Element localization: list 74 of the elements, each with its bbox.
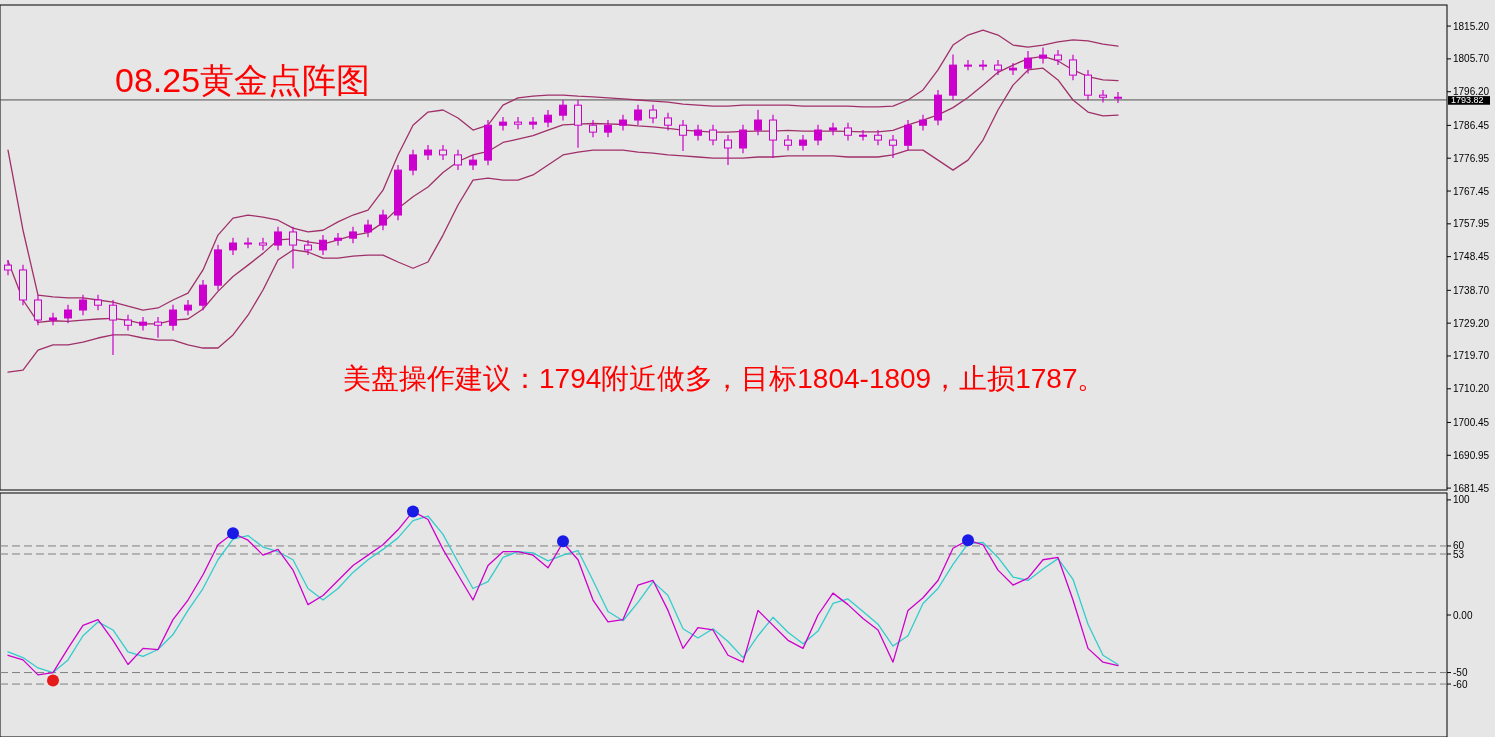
- y-tick-label: 1710.20: [1453, 383, 1490, 395]
- candlestick: [679, 119, 687, 152]
- candlestick: [559, 99, 567, 121]
- candlestick: [889, 134, 897, 159]
- candlestick: [454, 149, 462, 171]
- candlestick: [409, 149, 417, 176]
- point: [962, 534, 974, 547]
- candlestick: [1039, 46, 1047, 64]
- candlestick: [829, 122, 837, 136]
- candlestick: [139, 316, 147, 332]
- candlestick: [34, 294, 42, 326]
- y-tick-label: 100: [1453, 494, 1471, 506]
- point: [227, 527, 239, 540]
- y-tick-label: 1767.45: [1453, 185, 1490, 197]
- candlestick: [154, 316, 162, 339]
- point: [47, 674, 59, 687]
- candlestick: [709, 124, 717, 146]
- candlestick: [724, 134, 732, 166]
- y-tick-label: 1805.70: [1453, 53, 1490, 65]
- ref-line-label: 1793.82: [1451, 95, 1484, 106]
- candlestick: [754, 109, 762, 136]
- candlestick: [514, 116, 522, 130]
- y-tick-label: 1796.20: [1453, 86, 1490, 98]
- candlestick: [859, 129, 867, 142]
- candlestick: [109, 299, 117, 356]
- candlestick: [79, 294, 87, 316]
- candlestick: [874, 129, 882, 146]
- candlestick: [289, 226, 297, 270]
- candlestick: [574, 99, 582, 149]
- y-tick-label: 1681.45: [1453, 482, 1490, 494]
- candlestick: [1114, 91, 1122, 104]
- y-tick-label: 1690.95: [1453, 449, 1490, 461]
- point: [407, 505, 419, 518]
- y-tick-label: 1757.95: [1453, 218, 1490, 230]
- candlestick: [334, 232, 342, 247]
- candlestick: [1024, 50, 1032, 74]
- y-tick-label: 1748.45: [1453, 251, 1490, 263]
- text: 08.25黄金点阵图: [115, 61, 371, 99]
- y-tick-label: -50: [1453, 667, 1468, 679]
- annotation: 美盘操作建议：1794附近做多，目标1804-1809，止损1787。: [343, 363, 1106, 394]
- candlestick: [739, 124, 747, 154]
- candlestick: [499, 116, 507, 131]
- y-tick-label: 0.00: [1453, 609, 1473, 621]
- y-tick-label: 1776.95: [1453, 152, 1490, 164]
- y-tick-label: 1719.70: [1453, 350, 1490, 362]
- candlestick: [184, 299, 192, 316]
- y-tick-label: 1786.45: [1453, 119, 1490, 131]
- y-tick-label: 1700.45: [1453, 416, 1490, 428]
- y-tick-label: 1738.70: [1453, 284, 1490, 296]
- candlestick: [319, 234, 327, 256]
- candlestick: [379, 209, 387, 231]
- candlestick: [169, 304, 177, 332]
- candlestick: [904, 119, 912, 152]
- y-tick-label: 1815.20: [1453, 20, 1490, 32]
- candlestick: [244, 237, 252, 249]
- candlestick: [1009, 62, 1017, 76]
- candlestick: [1084, 69, 1092, 101]
- candlestick: [1069, 54, 1077, 81]
- candlestick: [814, 124, 822, 146]
- candlestick: [529, 116, 537, 130]
- candlestick: [1099, 89, 1107, 104]
- y-tick-label: 1729.20: [1453, 317, 1490, 329]
- point: [557, 535, 569, 548]
- candlestick: [49, 312, 57, 326]
- candlestick: [964, 59, 972, 71]
- candlestick: [64, 304, 72, 324]
- candlestick: [649, 104, 657, 124]
- candlestick: [259, 237, 267, 251]
- y-tick-label: -60: [1453, 678, 1468, 690]
- candlestick: [769, 114, 777, 159]
- candlestick: [274, 226, 282, 251]
- candlestick: [979, 59, 987, 71]
- candlestick: [199, 279, 207, 311]
- candlestick: [634, 104, 642, 126]
